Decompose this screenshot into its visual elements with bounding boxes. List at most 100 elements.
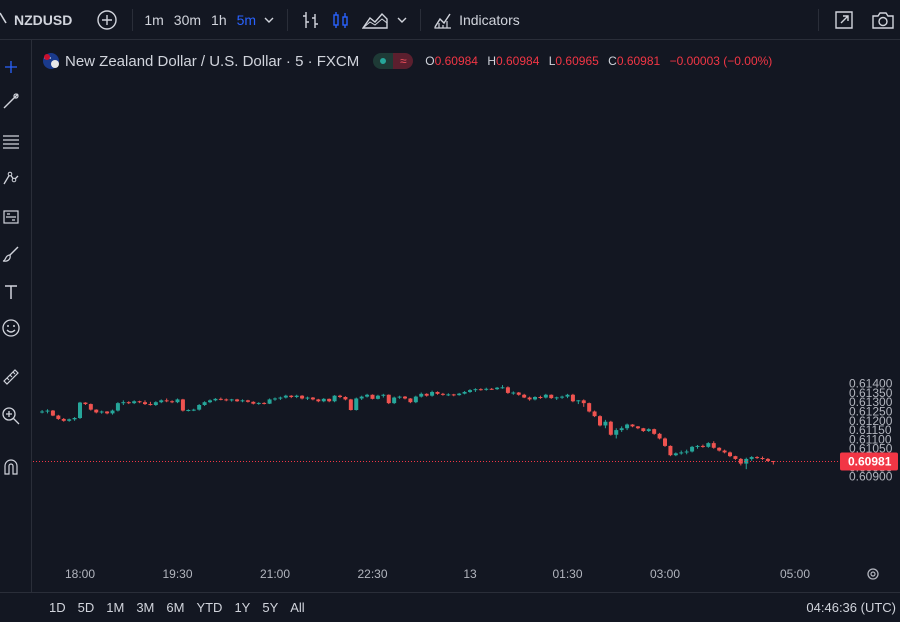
candle [153,401,158,406]
toolbar-divider [420,8,422,31]
interval-5m[interactable]: 5m [236,11,257,28]
text-tool-icon[interactable] [0,281,22,303]
range-ytd[interactable]: YTD [196,600,223,615]
indicators-button[interactable]: Indicators [433,10,520,30]
plus-circle-icon [97,9,118,30]
candlestick-chart[interactable]: 0.614000.613500.613000.612500.612000.611… [33,41,900,592]
candle-body [484,388,489,390]
candle [354,397,359,411]
area-style-button[interactable] [362,10,388,30]
time-axis-background[interactable] [33,551,900,592]
market-status-badge[interactable]: ≈ [373,53,414,69]
range-5y[interactable]: 5Y [262,600,279,615]
price-axis-background[interactable] [838,41,900,592]
candle [403,396,407,400]
trend-line-tool-icon[interactable] [0,90,22,112]
candle [711,441,716,449]
fullscreen-button[interactable] [833,9,855,31]
price-tick-label: 0.60900 [849,470,893,484]
range-1d[interactable]: 1D [49,600,66,615]
symbol-search-button[interactable]: NZDUSD [14,11,73,28]
fib-retracement-tool-icon[interactable] [0,131,22,153]
candle-body [218,398,223,400]
interval-1h[interactable]: 1h [211,11,227,28]
crosshair-tool-icon[interactable] [0,56,22,78]
candle-body [321,398,326,402]
snapshot-button[interactable] [871,9,895,31]
candle-body [359,396,364,399]
candles-style-button[interactable] [332,10,350,30]
candle [132,400,137,405]
range-5d[interactable]: 5D [77,600,95,615]
magnet-tool-icon[interactable] [0,456,22,478]
candle [229,398,234,402]
chart-style-dropdown-button[interactable] [396,14,408,26]
zoom-in-icon[interactable] [0,405,22,427]
price-tick-label: 0.61100 [849,432,892,446]
candle-body [197,404,202,410]
candle-body [728,452,732,457]
prediction-tool-icon[interactable] [0,206,22,228]
utc-clock[interactable]: 04:46:36 (UTC) [806,600,896,615]
range-1m[interactable]: 1M [106,600,125,615]
candle [348,398,353,411]
candle [126,401,131,405]
candle [294,394,299,399]
emoji-tool-icon[interactable] [0,317,22,339]
price-axis: 0.614000.613500.613000.612500.612000.611… [838,41,900,592]
candle [240,399,245,403]
candle [262,402,267,405]
compare-add-symbol-button[interactable] [96,9,118,31]
interval-dropdown-button[interactable] [263,14,275,26]
bar-style-button[interactable] [302,10,320,30]
ruler-tool-icon[interactable] [0,366,22,388]
pattern-tool-icon[interactable] [0,168,22,190]
candle-body [722,450,727,453]
price-tick-label: 0.61250 [849,405,893,419]
candle [706,442,711,448]
time-tick-label: 19:30 [162,567,192,581]
candle-body [148,404,153,406]
range-3m[interactable]: 3M [136,600,155,615]
candle [457,392,462,396]
candle-body [592,411,597,417]
range-all[interactable]: All [290,600,305,615]
price-tick-label: 0.61200 [849,414,893,428]
candle-body [473,389,478,391]
candle-body [663,438,667,446]
candle [61,418,66,422]
candle [652,428,657,435]
chart-legend: New Zealand Dollar / U.S. Dollar · 5 · F… [42,51,772,71]
candle-body [646,429,651,432]
candle [137,400,142,404]
search-icon[interactable] [0,11,8,28]
interval-1m[interactable]: 1m [144,11,164,28]
candle [327,398,332,403]
candle [560,395,565,399]
date-range-group: 1D 5D 1M 3M 6M YTD 1Y 5Y All [37,600,317,615]
candle-body [110,410,115,414]
candle [587,402,592,413]
symbol-title[interactable]: New Zealand Dollar / U.S. Dollar · 5 · F… [65,52,360,70]
candle [375,394,380,400]
range-1y[interactable]: 1Y [234,600,251,615]
candle-body [424,393,429,396]
candle [543,393,548,399]
candle [218,397,223,401]
candle [760,456,765,460]
brush-tool-icon[interactable] [0,243,22,265]
candle [300,395,305,400]
candle [283,394,288,399]
range-6m[interactable]: 6M [166,600,185,615]
candle-body [370,394,375,399]
candle-body [489,388,494,390]
axis-settings-gear-icon[interactable] [867,568,879,580]
candle-body [240,400,245,402]
candle [105,411,110,415]
candle-body [570,394,575,402]
candle [197,404,202,411]
candle-body [635,426,640,429]
candle-body [262,402,267,404]
interval-30m[interactable]: 30m [173,11,202,28]
candle [386,394,391,405]
